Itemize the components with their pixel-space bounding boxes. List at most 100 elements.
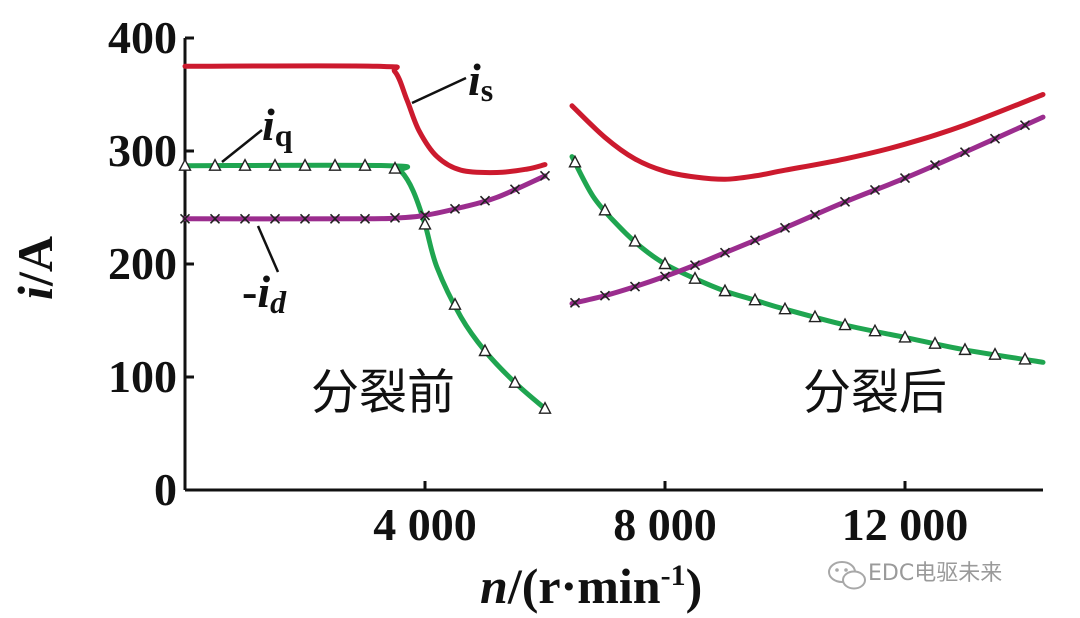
marker-id <box>929 160 941 171</box>
marker-iq <box>568 154 582 168</box>
marker-id <box>569 297 581 308</box>
y-tick-label: 100 <box>108 351 177 402</box>
y-tick-label: 400 <box>108 12 177 63</box>
marker-iq <box>628 233 642 247</box>
x-axis-label-exponent: -1 <box>661 559 686 592</box>
x-axis-label: n/(r·min-1) <box>480 558 702 614</box>
marker-id <box>899 173 911 184</box>
series-label-iq-sub: q <box>275 117 293 153</box>
marker-id <box>539 170 551 181</box>
series-label-is-sub: s <box>481 72 493 108</box>
marker-iq <box>808 309 822 323</box>
series-label-id: -id <box>242 266 287 320</box>
series-label-id-prefix: - <box>242 266 257 317</box>
marker-id <box>509 184 521 195</box>
region-label-before: 分裂前 <box>311 365 455 421</box>
x-axis-label-symbol: n <box>480 558 508 614</box>
marker-id <box>599 290 611 301</box>
marker-iq <box>418 216 432 230</box>
marker-iq <box>538 401 552 414</box>
series-line-is <box>569 92 1046 182</box>
x-tick-label: 8 000 <box>613 499 717 550</box>
marker-id <box>839 196 851 207</box>
region-label-after: 分裂后 <box>803 365 947 421</box>
marker-id <box>329 213 341 224</box>
iq-leader-line <box>221 129 263 163</box>
marker-id <box>179 213 191 224</box>
marker-layer <box>178 120 1032 414</box>
marker-iq <box>238 158 252 171</box>
y-tick-label: 200 <box>108 238 177 289</box>
x-tick-label: 12 000 <box>842 499 969 550</box>
marker-id <box>419 210 431 221</box>
marker-id <box>659 271 671 282</box>
series-line-id <box>182 173 548 222</box>
marker-id <box>809 209 821 220</box>
series-label-iq: iq <box>262 99 293 153</box>
marker-id <box>749 235 761 246</box>
marker-iq <box>658 256 672 270</box>
marker-iq <box>448 297 462 310</box>
series-label-id-base: i <box>257 266 270 317</box>
marker-iq <box>478 343 492 357</box>
marker-id <box>689 260 701 271</box>
series-label-iq-base: i <box>262 99 275 150</box>
marker-id <box>449 203 461 214</box>
series-label-is: is <box>468 54 493 108</box>
is-leader-line <box>411 76 467 105</box>
series-line-id <box>569 114 1046 307</box>
marker-iq <box>748 292 762 306</box>
series-label-is-base: i <box>468 54 481 105</box>
series-layer <box>182 63 1046 412</box>
marker-iq <box>838 317 852 331</box>
y-axis-label-symbol: i <box>7 286 63 300</box>
x-axis-label-close: ) <box>686 558 703 614</box>
marker-iq <box>268 158 282 171</box>
marker-id <box>629 281 641 292</box>
series-label-id-sub: d <box>270 284 287 320</box>
id-leader-line <box>256 225 280 273</box>
marker-id <box>479 195 491 206</box>
marker-iq <box>688 271 702 284</box>
marker-iq <box>958 342 972 356</box>
wechat-icon <box>828 561 866 590</box>
marker-iq <box>898 329 912 343</box>
marker-iq <box>208 158 222 171</box>
tick-labels: 0 100 200 300 400 4 000 8 000 12 000 <box>108 12 968 550</box>
marker-id <box>359 213 371 224</box>
marker-iq <box>358 158 372 171</box>
y-axis-label: i/A <box>7 236 63 300</box>
marker-iq <box>508 375 522 388</box>
series-line-iq <box>569 154 1046 365</box>
watermark-text: EDC电驱未来 <box>868 561 1002 586</box>
marker-iq <box>778 301 792 315</box>
series-line-is <box>182 63 548 176</box>
y-tick-label: 300 <box>108 125 177 176</box>
marker-iq <box>988 347 1002 360</box>
x-tick-label: 4 000 <box>373 499 477 550</box>
y-tick-label: 0 <box>154 464 177 515</box>
axes <box>183 38 1043 492</box>
marker-id <box>239 213 251 224</box>
tick-marks <box>185 36 907 492</box>
marker-id <box>719 247 731 258</box>
y-axis-label-unit: /A <box>7 236 63 287</box>
marker-iq <box>598 202 612 216</box>
marker-id <box>389 212 401 223</box>
marker-id <box>989 133 1001 144</box>
marker-id <box>299 213 311 224</box>
marker-id <box>209 213 221 224</box>
marker-iq <box>1018 351 1032 365</box>
marker-iq <box>298 158 312 171</box>
marker-iq <box>868 323 882 337</box>
marker-iq <box>328 158 342 171</box>
watermark: EDC电驱未来 <box>828 561 1002 590</box>
marker-id <box>269 213 281 224</box>
marker-iq <box>388 161 402 174</box>
marker-iq <box>928 336 942 349</box>
marker-id <box>959 147 971 158</box>
marker-iq <box>178 158 192 171</box>
marker-id <box>779 222 791 233</box>
x-axis-label-unit: /(r·min <box>507 558 661 614</box>
marker-iq <box>718 283 732 297</box>
